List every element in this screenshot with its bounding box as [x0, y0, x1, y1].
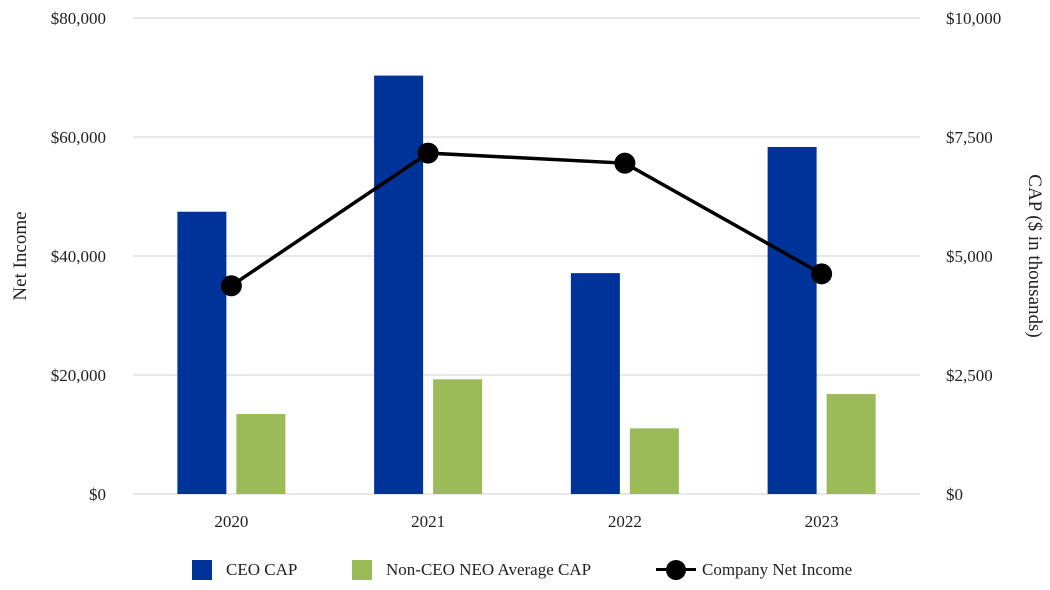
line-point-net-income	[220, 275, 242, 297]
line-series-net-income	[230, 151, 823, 288]
bar-ceo-cap	[177, 211, 227, 494]
left-axis-label: Net Income	[10, 211, 31, 300]
legend-swatch-non-ceo-neo-cap	[352, 560, 372, 580]
bar-non-ceo-neo-average-cap	[826, 394, 876, 494]
legend-label-ceo-cap: CEO CAP	[226, 560, 298, 579]
left-tick-label: $20,000	[51, 366, 106, 385]
legend-line-marker-icon	[656, 560, 696, 580]
right-axis-ticks: $0 $2,500 $5,000 $7,500 $10,000	[946, 9, 1001, 504]
right-tick-label: $10,000	[946, 9, 1001, 28]
x-tick-label: 2022	[608, 512, 642, 531]
bars	[177, 75, 876, 494]
bar-ceo-cap	[374, 75, 424, 494]
right-tick-label: $5,000	[946, 247, 993, 266]
chart: $0$20,000$40,000$60,000$80,000 $0$2,500$…	[10, 9, 1045, 531]
left-tick-label: $60,000	[51, 128, 106, 147]
bar-non-ceo-neo-average-cap	[629, 428, 679, 494]
right-tick-label: $2,500	[946, 366, 993, 385]
bar-non-ceo-neo-average-cap	[433, 379, 483, 494]
right-axis-label: CAP ($ in thousands)	[1024, 174, 1045, 337]
legend: CEO CAP Non-CEO NEO Average CAP Company …	[0, 560, 1050, 588]
x-tick-label: 2023	[805, 512, 839, 531]
legend-label-non-ceo-neo-cap: Non-CEO NEO Average CAP	[386, 560, 592, 579]
bar-ceo-cap	[570, 273, 620, 494]
legend-item-ceo-cap: CEO CAP	[192, 560, 297, 580]
net-income-line	[220, 142, 833, 297]
x-axis-ticks: 2020 2021 2022 2023	[214, 512, 838, 531]
line-point-net-income	[614, 152, 636, 174]
line-point-net-income	[811, 263, 833, 285]
right-tick-label: $0	[946, 485, 963, 504]
left-axis-ticks: $0 $20,000 $40,000 $60,000 $80,000	[51, 9, 106, 504]
left-tick-label: $80,000	[51, 9, 106, 28]
x-tick-label: 2021	[411, 512, 445, 531]
bar-non-ceo-neo-average-cap	[236, 414, 286, 494]
line-point-net-income	[417, 142, 439, 164]
right-tick-label: $7,500	[946, 128, 993, 147]
x-tick-label: 2020	[214, 512, 248, 531]
bar-ceo-cap	[767, 146, 817, 494]
left-tick-label: $40,000	[51, 247, 106, 266]
legend-item-net-income: Company Net Income	[656, 560, 852, 580]
legend-item-non-ceo-neo-cap: Non-CEO NEO Average CAP	[352, 560, 591, 580]
legend-label-net-income: Company Net Income	[702, 560, 853, 579]
legend-swatch-ceo-cap	[192, 560, 212, 580]
left-tick-label: $0	[89, 485, 106, 504]
